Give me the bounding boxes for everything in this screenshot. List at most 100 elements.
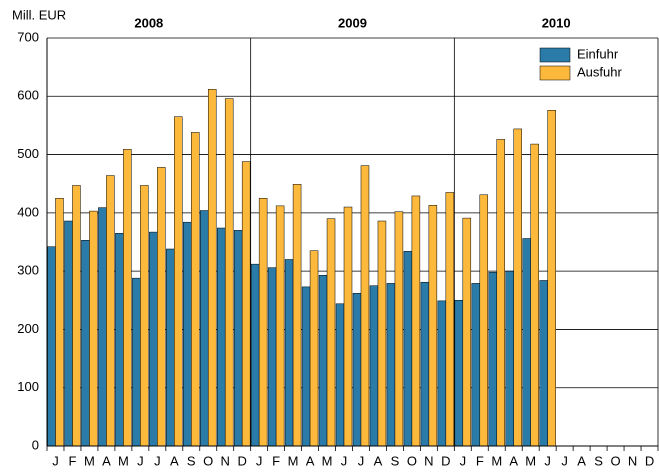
- bar: [191, 132, 200, 447]
- bar: [64, 220, 73, 447]
- bar: [513, 128, 522, 447]
- bar: [411, 195, 421, 447]
- y-tick-label: 0: [32, 437, 39, 452]
- bar: [241, 161, 251, 447]
- x-tick-label: O: [407, 453, 417, 468]
- legend-swatch: [539, 65, 571, 81]
- bar: [157, 167, 166, 447]
- x-tick-label: N: [424, 453, 433, 468]
- bar: [174, 116, 183, 447]
- y-tick-label: 400: [17, 204, 39, 219]
- bar: [471, 283, 481, 447]
- bar: [258, 198, 268, 447]
- bar: [343, 206, 353, 447]
- bar: [140, 185, 149, 447]
- x-tick-label: S: [391, 453, 400, 468]
- year-label: 2010: [542, 15, 571, 30]
- bar: [183, 221, 192, 447]
- bar: [369, 285, 379, 447]
- bar: [496, 139, 505, 447]
- bar: [81, 240, 90, 447]
- bar: [216, 227, 226, 447]
- bar: [301, 286, 311, 447]
- x-tick-label: J: [460, 453, 467, 468]
- x-tick-label: J: [358, 453, 365, 468]
- x-tick-label: N: [221, 453, 230, 468]
- bar: [224, 98, 234, 447]
- bar: [403, 251, 413, 447]
- year-label: 2009: [338, 15, 367, 30]
- x-tick-label: A: [102, 453, 111, 468]
- bar: [462, 217, 472, 447]
- x-tick-label: D: [237, 453, 246, 468]
- x-tick-label: J: [544, 453, 551, 468]
- bar: [335, 303, 345, 447]
- x-tick-label: J: [52, 453, 59, 468]
- bar: [326, 218, 336, 447]
- bar: [428, 205, 438, 447]
- x-tick-label: N: [628, 453, 637, 468]
- x-tick-label: A: [374, 453, 383, 468]
- bar: [72, 185, 81, 447]
- x-tick-label: D: [645, 453, 654, 468]
- bar: [420, 281, 430, 447]
- x-tick-label: F: [68, 453, 76, 468]
- y-tick-label: 700: [17, 29, 39, 44]
- bar: [394, 211, 404, 447]
- legend-label: Einfuhr: [577, 46, 619, 61]
- bar: [488, 272, 498, 447]
- bar: [267, 267, 277, 447]
- y-tick-label: 500: [17, 146, 39, 161]
- y-tick-label: 200: [17, 321, 39, 336]
- x-tick-label: A: [306, 453, 315, 468]
- bar: [547, 110, 556, 447]
- bar: [292, 184, 302, 447]
- bar: [200, 210, 209, 447]
- x-tick-label: D: [441, 453, 450, 468]
- bar: [386, 283, 396, 447]
- bar: [360, 165, 370, 447]
- year-label: 2008: [134, 15, 163, 30]
- x-tick-label: M: [118, 453, 129, 468]
- y-tick-label: 600: [17, 88, 39, 103]
- x-tick-label: J: [561, 453, 568, 468]
- x-tick-label: S: [187, 453, 196, 468]
- bar: [377, 220, 387, 447]
- legend-label: Ausfuhr: [577, 64, 622, 79]
- x-tick-label: J: [137, 453, 144, 468]
- x-tick-label: F: [476, 453, 484, 468]
- bar: [454, 300, 464, 447]
- bar: [318, 274, 328, 447]
- x-tick-label: M: [525, 453, 536, 468]
- bar: [207, 89, 217, 447]
- bar: [505, 270, 514, 447]
- x-tick-label: J: [256, 453, 263, 468]
- x-tick-label: F: [272, 453, 280, 468]
- y-tick-label: 100: [17, 379, 39, 394]
- x-tick-label: O: [611, 453, 621, 468]
- bar: [309, 250, 319, 447]
- bar: [106, 175, 115, 447]
- bar: [132, 277, 141, 447]
- bar: [233, 230, 243, 447]
- bar: [89, 210, 98, 447]
- x-tick-label: M: [288, 453, 299, 468]
- x-tick-label: O: [203, 453, 213, 468]
- bar: [250, 263, 260, 447]
- x-tick-label: M: [84, 453, 95, 468]
- y-tick-label: 300: [17, 263, 39, 278]
- x-tick-label: A: [509, 453, 518, 468]
- x-tick-label: A: [577, 453, 586, 468]
- y-axis-label: Mill. EUR: [12, 7, 66, 22]
- bar: [284, 259, 294, 447]
- x-tick-label: J: [341, 453, 348, 468]
- x-tick-label: M: [322, 453, 333, 468]
- bar: [98, 207, 107, 447]
- bar: [115, 233, 124, 447]
- x-tick-label: S: [594, 453, 603, 468]
- bar: [479, 194, 489, 447]
- legend-swatch: [539, 47, 571, 63]
- bar: [539, 280, 548, 447]
- bar: [166, 248, 175, 447]
